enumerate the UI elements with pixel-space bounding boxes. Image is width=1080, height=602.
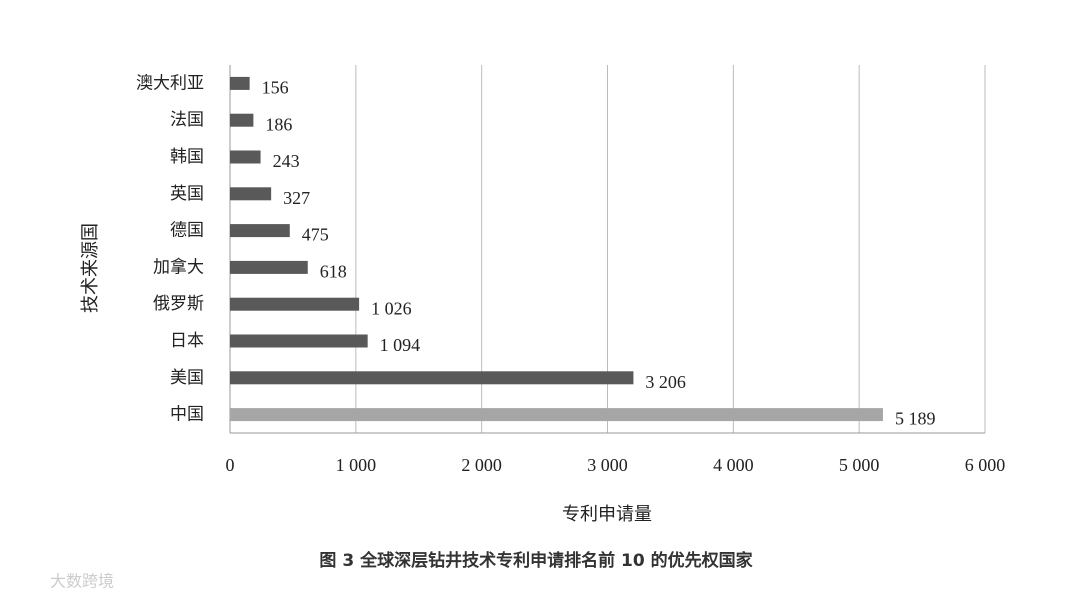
value-label: 475: [302, 225, 329, 245]
bar: [230, 408, 883, 422]
value-label: 1 094: [380, 335, 421, 355]
value-label: 1 026: [371, 298, 412, 318]
bar: [230, 334, 368, 348]
x-tick-label: 4 000: [713, 455, 754, 475]
bar: [230, 150, 261, 164]
x-axis-label: 专利申请量: [562, 504, 652, 524]
value-label: 3 206: [645, 372, 686, 392]
x-tick-label: 0: [226, 455, 235, 475]
y-tick-label: 俄罗斯: [153, 294, 204, 314]
value-label: 156: [262, 78, 289, 98]
x-tick-label: 6 000: [965, 455, 1006, 475]
caption: 图 3 全球深层钻井技术专利申请排名前 10 的优先权国家: [319, 550, 752, 571]
x-tick-label: 1 000: [336, 455, 377, 475]
x-tick-label: 3 000: [587, 455, 628, 475]
value-label: 243: [273, 151, 300, 171]
watermark: 大数跨境: [50, 572, 114, 591]
y-tick-label: 美国: [170, 368, 204, 388]
bar: [230, 371, 634, 385]
y-tick-label: 英国: [170, 184, 204, 204]
y-tick-label: 德国: [170, 221, 204, 241]
value-label: 5 189: [895, 409, 936, 429]
bar: [230, 76, 250, 90]
y-axis-label: 技术来源国: [80, 223, 100, 313]
y-tick-label: 日本: [170, 331, 204, 351]
value-label: 618: [320, 262, 347, 282]
x-tick-label: 5 000: [839, 455, 880, 475]
value-label: 186: [265, 114, 292, 134]
bar: [230, 224, 290, 238]
value-label: 327: [283, 188, 310, 208]
y-tick-label: 韩国: [170, 147, 204, 167]
y-tick-label: 中国: [170, 405, 204, 425]
bar: [230, 260, 308, 274]
y-tick-label: 澳大利亚: [136, 73, 204, 93]
y-tick-label: 法国: [170, 110, 204, 130]
bar: [230, 113, 254, 127]
x-tick-label: 2 000: [461, 455, 502, 475]
bar: [230, 187, 272, 201]
bar: [230, 297, 360, 311]
y-tick-label: 加拿大: [153, 256, 204, 277]
